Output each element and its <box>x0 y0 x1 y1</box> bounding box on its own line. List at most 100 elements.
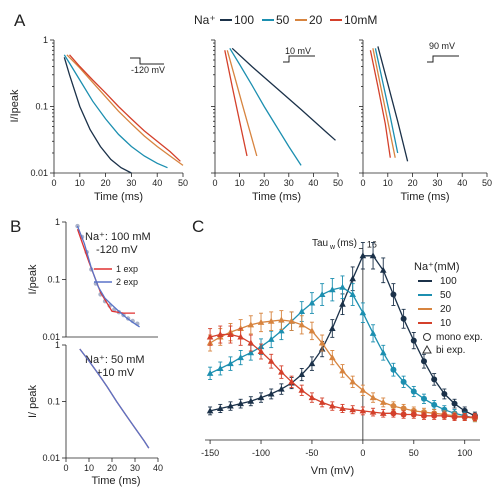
marker-triangle <box>278 385 285 392</box>
protocol-label: 10 mV <box>285 46 311 56</box>
x-tick-label: 20 <box>259 178 269 188</box>
marker-circle <box>471 413 478 420</box>
y-tick-label: 1 <box>55 217 60 227</box>
marker-triangle <box>247 397 255 404</box>
marker-circle <box>410 411 417 418</box>
marker-triangle <box>329 402 336 409</box>
marker-circle <box>390 366 397 373</box>
legend-circle-marker <box>423 333 431 341</box>
marker-triangle <box>379 398 387 405</box>
marker-circle <box>441 412 448 419</box>
marker-circle <box>431 401 438 408</box>
y-tick-label: 0.1 <box>35 102 48 112</box>
marker-triangle <box>247 349 255 356</box>
marker-triangle <box>216 331 224 338</box>
x-tick-label: 20 <box>107 463 117 473</box>
marker-triangle <box>227 331 234 338</box>
marker-triangle <box>308 394 316 401</box>
subplot-a1: 1 0.1 0.010 10 20 30 40 50 Time (ms) <box>30 35 188 203</box>
x-tick-label: 40 <box>457 178 467 188</box>
marker-triangle <box>216 364 224 371</box>
y-tick-label: 16 <box>367 239 377 249</box>
x-axis-label: Time (ms) <box>252 191 301 203</box>
marker-triangle <box>339 283 346 290</box>
marker-circle <box>420 358 427 365</box>
x-tick-label: 30 <box>284 178 294 188</box>
marker-triangle <box>267 390 275 397</box>
x-tick-label: 0 <box>360 178 365 188</box>
marker-triangle <box>349 406 356 413</box>
voltage-label: +10 mV <box>96 367 135 379</box>
marker-circle <box>420 395 427 402</box>
y-tick-label: 0.01 <box>30 168 48 178</box>
marker-triangle <box>267 317 275 324</box>
x-tick-label: 30 <box>432 178 442 188</box>
marker-triangle <box>257 318 265 325</box>
legend-label-mono: mono exp. <box>436 332 483 343</box>
marker-triangle <box>339 367 346 374</box>
x-axis-label: Time (ms) <box>400 191 449 203</box>
legend-label-50: 50 <box>440 290 452 301</box>
fit-1-exp <box>76 228 135 314</box>
marker-triangle <box>359 407 367 414</box>
trace-10mM <box>369 50 391 158</box>
marker-triangle <box>298 386 306 393</box>
marker-triangle <box>247 321 255 328</box>
marker-triangle <box>237 324 244 331</box>
marker-triangle <box>237 333 244 340</box>
marker-triangle <box>369 329 377 336</box>
marker-circle <box>390 403 397 410</box>
x-axis-label: Time (ms) <box>94 191 143 203</box>
marker-triangle <box>298 321 306 328</box>
x-tick-label: 30 <box>126 178 136 188</box>
x-tick-label: 0 <box>51 178 56 188</box>
legend-triangle-marker <box>422 344 432 354</box>
marker-triangle <box>237 400 244 407</box>
trace-10mM <box>224 50 248 157</box>
y-axis-label: I/Ipeak <box>9 89 21 123</box>
protocol-icon <box>427 55 459 63</box>
marker-triangle <box>298 308 306 315</box>
x-tick-label: 0 <box>63 463 68 473</box>
marker-triangle <box>308 299 316 306</box>
marker-triangle <box>349 291 356 298</box>
marker-triangle <box>329 354 336 361</box>
marker-triangle <box>339 404 346 411</box>
legend-label-10: 10 <box>440 318 452 329</box>
marker-circle <box>451 400 458 407</box>
legend-label-100: 100 <box>440 276 457 287</box>
marker-triangle <box>257 394 265 401</box>
trace-50 <box>229 47 302 166</box>
x-tick-label: -150 <box>201 448 219 458</box>
protocol-label: -120 mV <box>131 65 165 75</box>
x-tick-label: 0 <box>360 448 365 458</box>
marker-triangle <box>278 368 285 375</box>
legend-label-50: 50 <box>276 13 290 27</box>
marker-triangle <box>349 378 356 385</box>
protocol-label: 90 mV <box>429 41 455 51</box>
marker-triangle <box>369 408 377 415</box>
marker-triangle <box>359 386 367 393</box>
panel-a-legend-title: Na⁺ <box>194 13 216 27</box>
legend-label-2exp: 2 exp <box>116 277 138 287</box>
legend-label-100: 100 <box>234 13 254 27</box>
subplot-a2: 0 10 20 30 40 50 Time (ms) <box>211 39 343 203</box>
legend-label-10mM: 10mM <box>344 13 377 27</box>
legend-label-bi: bi exp. <box>436 345 465 356</box>
x-tick-label: 10 <box>84 463 94 473</box>
y-tick-label: 1 <box>55 340 60 350</box>
marker-triangle <box>308 360 316 367</box>
x-tick-label: 50 <box>178 178 188 188</box>
x-tick-label: 10 <box>235 178 245 188</box>
x-tick-label: 20 <box>101 178 111 188</box>
marker-triangle <box>278 316 285 323</box>
x-tick-label: 50 <box>333 178 343 188</box>
panel-c-letter: C <box>192 217 204 236</box>
marker-circle <box>400 315 407 322</box>
x-tick-label: 10 <box>75 178 85 188</box>
marker-triangle <box>308 327 316 334</box>
condition-label: Na⁺: 50 mM <box>85 354 145 366</box>
subplot-a3: 0 10 20 30 40 50 Time (ms) <box>359 39 492 203</box>
marker-triangle <box>278 327 285 334</box>
